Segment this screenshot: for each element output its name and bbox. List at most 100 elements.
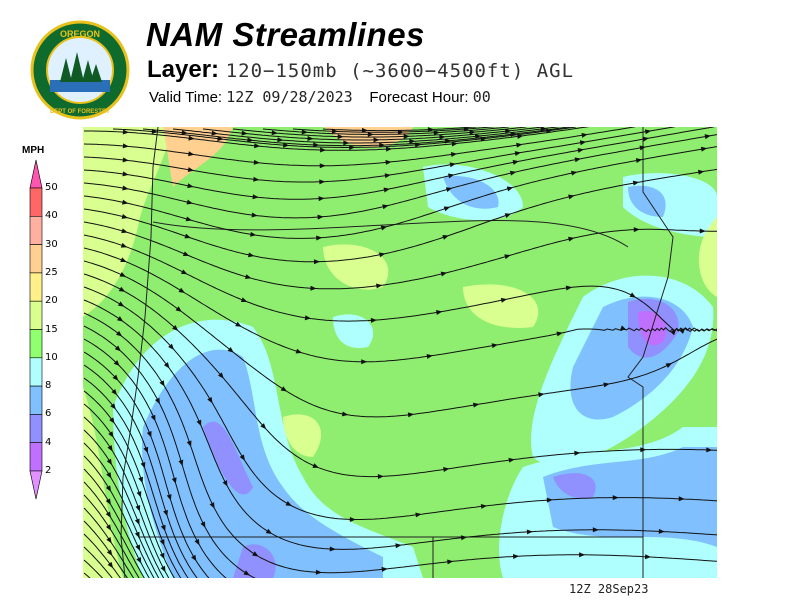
- streamline-arrowhead: [247, 137, 254, 143]
- legend-tick-label: 40: [45, 210, 58, 222]
- streamline: [83, 494, 140, 578]
- streamline-arrowhead: [154, 397, 160, 405]
- streamline-arrowhead: [105, 511, 111, 518]
- streamline-arrowhead: [460, 535, 468, 541]
- streamline-arrowhead: [191, 554, 197, 562]
- streamline-arrowhead: [247, 252, 255, 258]
- streamline-arrowhead: [120, 257, 127, 263]
- streamline-arrowhead: [150, 414, 156, 422]
- streamline-arrowhead: [245, 274, 252, 280]
- streamline-arrowhead: [640, 447, 647, 453]
- streamline-arrowhead: [105, 485, 112, 492]
- streamline: [83, 325, 256, 578]
- streamline-arrowhead: [180, 269, 188, 275]
- streamline-arrowhead: [106, 472, 112, 479]
- legend-tick-label: 10: [45, 351, 58, 363]
- streamline-arrowhead: [512, 159, 520, 165]
- streamline-arrowhead: [517, 133, 524, 139]
- legend-swatch: [29, 442, 43, 472]
- streamline-arrowhead: [119, 272, 127, 277]
- streamline-arrowhead: [143, 446, 149, 454]
- streamline-arrowhead: [579, 552, 586, 558]
- streamline-arrowhead: [639, 145, 646, 151]
- legend-tick-label: 15: [45, 323, 58, 335]
- streamline-arrowhead: [196, 419, 202, 427]
- legend-swatch: [29, 300, 43, 330]
- streamline-arrowhead: [579, 140, 587, 146]
- streamline: [292, 127, 494, 133]
- streamline-arrowhead: [612, 495, 619, 501]
- layer-label: Layer:: [147, 56, 220, 83]
- streamline-arrowhead: [106, 458, 112, 466]
- streamline-arrowhead: [349, 144, 356, 150]
- streamline-arrowhead: [310, 285, 317, 291]
- streamline-arrowhead: [373, 137, 380, 143]
- legend-tick-label: 2: [45, 465, 52, 476]
- streamline: [112, 127, 577, 148]
- streamline-arrowhead: [568, 194, 575, 200]
- streamline-arrowhead: [538, 392, 545, 398]
- svg-text:DEPT OF FORESTRY: DEPT OF FORESTRY: [50, 109, 110, 115]
- streamline-arrowhead: [108, 431, 114, 438]
- streamline-arrowhead: [635, 158, 643, 164]
- streamline-arrowhead: [186, 199, 193, 205]
- legend-tick-label: 30: [45, 238, 58, 250]
- forecast-hour-value: 00: [472, 88, 491, 106]
- streamline-arrowhead: [500, 297, 508, 303]
- streamline-arrowhead: [160, 524, 166, 532]
- legend-swatch: [29, 272, 43, 302]
- streamline-arrowhead: [254, 143, 261, 149]
- valid-time-value: 12Z 09/28/2023: [226, 88, 353, 106]
- streamline-arrowhead: [480, 503, 488, 509]
- streamline-arrowhead: [451, 141, 458, 147]
- streamline-arrowhead: [442, 235, 449, 240]
- streamline-arrowhead: [175, 306, 182, 312]
- streamline-arrowhead: [253, 176, 260, 182]
- streamline-arrowhead: [644, 554, 652, 560]
- streamline-arrowhead: [134, 518, 140, 525]
- layer-info: Layer: 120−150mb (~3600−4500ft) AGL: [147, 56, 574, 84]
- streamline-arrowhead: [565, 285, 573, 291]
- streamline: [84, 127, 589, 151]
- streamline-arrowhead: [577, 148, 584, 153]
- streamline: [83, 377, 189, 578]
- legend-swatch: [29, 414, 43, 443]
- streamline-arrowhead: [704, 134, 711, 140]
- streamline-arrowhead: [644, 129, 652, 135]
- streamline-arrowhead: [115, 330, 123, 337]
- streamline-arrowhead: [235, 321, 242, 327]
- streamline-arrowhead: [592, 527, 599, 533]
- streamline-arrowhead: [109, 417, 115, 424]
- streamline-arrowhead: [436, 310, 443, 315]
- streamline-arrowhead: [447, 173, 455, 179]
- streamline-arrowhead: [443, 206, 451, 212]
- streamline-arrowhead: [217, 136, 224, 142]
- streamline-arrowhead: [113, 360, 120, 367]
- streamline-arrowhead: [699, 228, 706, 234]
- streamline-arrowhead: [136, 491, 142, 498]
- legend-swatch: [29, 329, 43, 359]
- streamline-arrowhead: [184, 233, 191, 239]
- streamline-arrowhead: [491, 343, 498, 349]
- streamline-arrowhead: [504, 213, 512, 219]
- streamline-arrowhead: [168, 343, 175, 350]
- streamline-arrowhead: [395, 543, 402, 549]
- streamline-arrowhead: [112, 374, 119, 381]
- streamline-arrowhead: [603, 382, 610, 388]
- streamline-arrowhead: [172, 325, 179, 331]
- streamline-arrowhead: [122, 185, 129, 191]
- streamline-arrowhead: [385, 146, 393, 152]
- streamline: [83, 416, 170, 578]
- streamline-arrowhead: [526, 529, 533, 535]
- streamline-arrowhead: [427, 127, 434, 133]
- streamline: [142, 127, 571, 147]
- streamline-arrowhead: [665, 363, 673, 368]
- streamline-arrowhead: [252, 194, 259, 200]
- streamline-arrowhead: [447, 559, 454, 565]
- legend-tick-label: 20: [45, 295, 58, 307]
- streamline-arrowhead: [316, 235, 323, 241]
- oregon-forestry-logo: OREGON DEPT OF FORESTRY: [30, 20, 130, 120]
- streamline-arrowhead: [186, 440, 192, 447]
- streamline-arrowhead: [211, 130, 218, 136]
- streamline-arrowhead: [513, 553, 520, 559]
